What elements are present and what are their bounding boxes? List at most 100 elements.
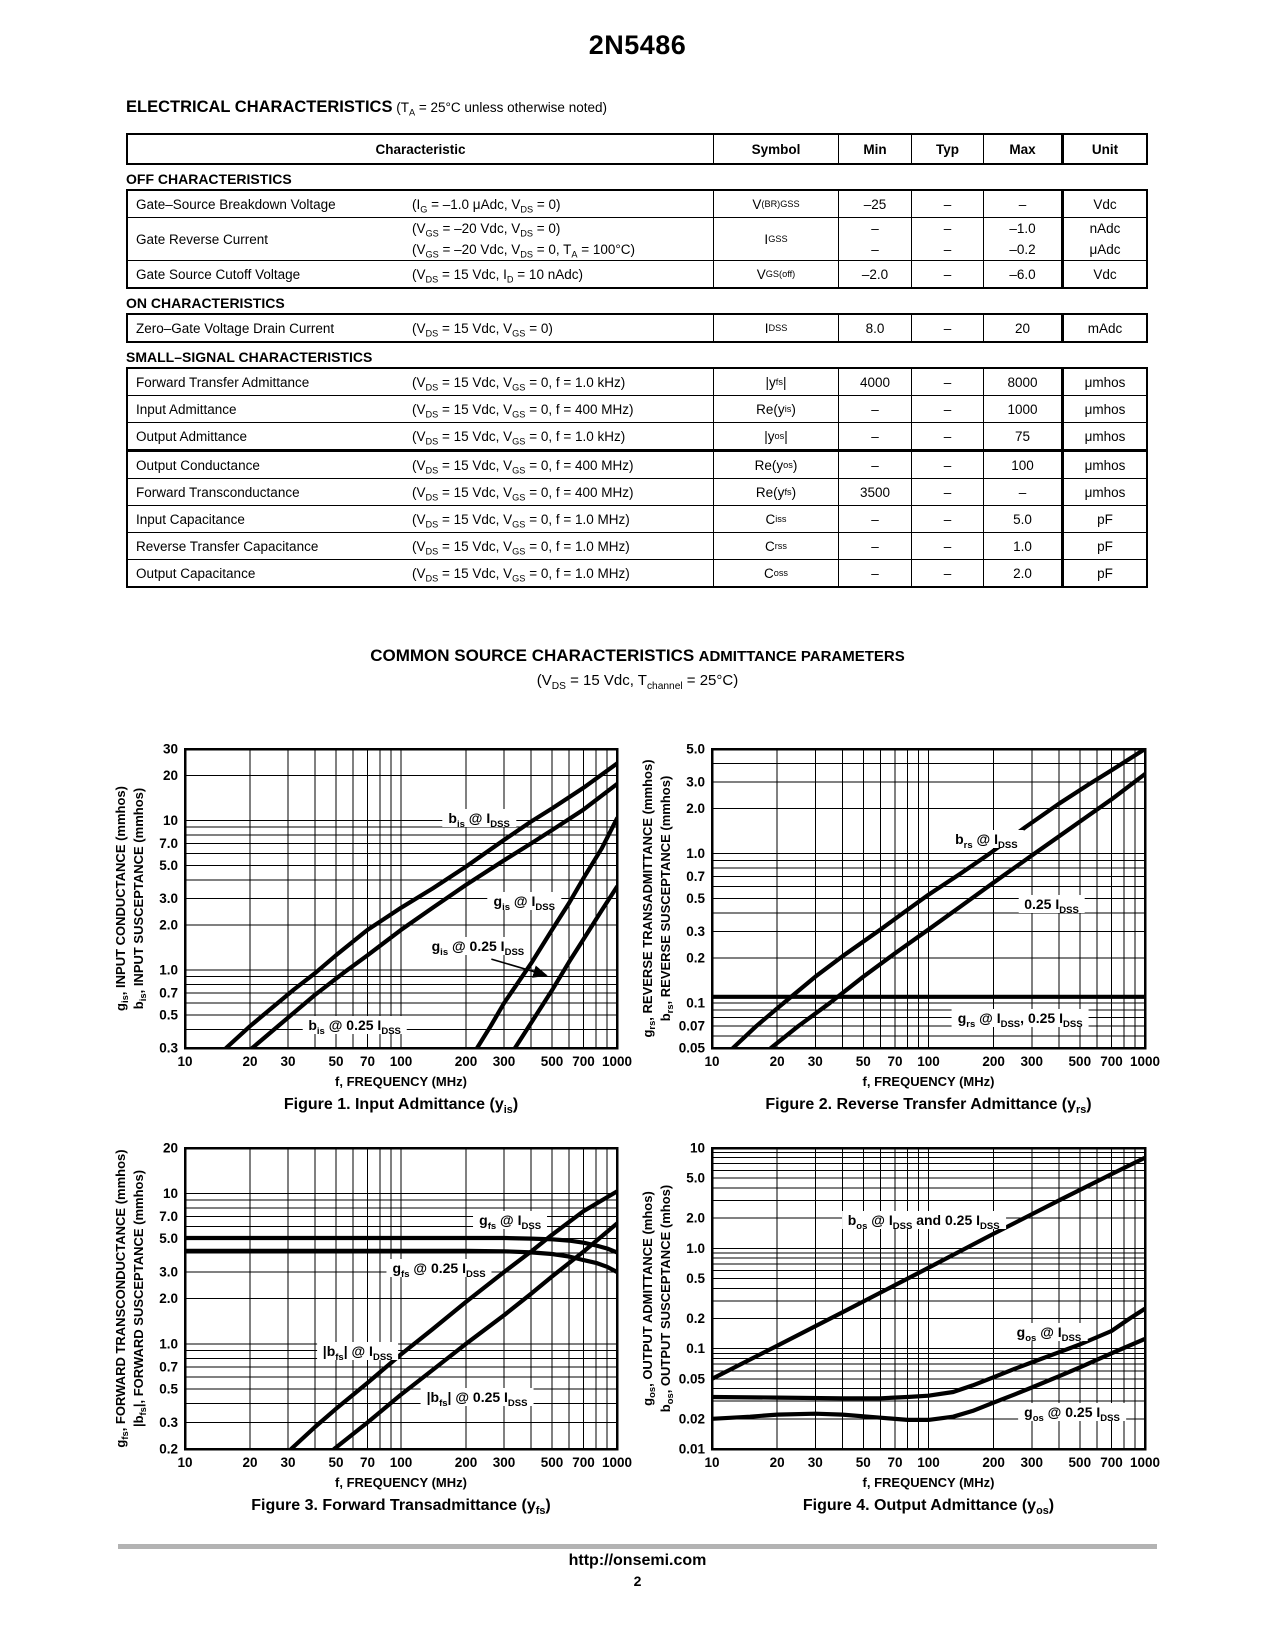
cell-symbol: I GSS <box>713 218 838 260</box>
cell-max-lines: 20 <box>1015 318 1030 339</box>
y-tick-label: 0.3 <box>159 1415 178 1430</box>
cell-typ: – <box>911 369 983 395</box>
table-row: Output Conductance (VDS = 15 Vdc, VGS = 0… <box>128 449 1146 478</box>
curve <box>224 761 618 1049</box>
x-tick-labels: 10 20 30 50 70 100 200 300 500 700 1000 <box>704 1455 1160 1470</box>
cell-max-lines: –6.0 <box>1009 264 1035 285</box>
cell-min: –2.0 <box>838 261 911 287</box>
cell-typ-value: – <box>943 428 952 444</box>
cell-conditions: (IG = –1.0 μAdc, VDS = 0) <box>412 191 713 217</box>
cell-max-lines: 100 <box>1011 455 1034 476</box>
cell-typ-lines: – <box>944 455 952 476</box>
cell-typ-value: – <box>943 484 952 500</box>
cell-characteristic: Input Capacitance <box>136 511 245 527</box>
x-tick-label: 10 <box>704 1455 719 1470</box>
x-tick-label: 30 <box>808 1455 823 1470</box>
cell-min-value: 4000 <box>859 374 891 390</box>
charts-title-sub: ADMITTANCE PARAMETERS <box>698 648 905 665</box>
cell-min: – <box>838 396 911 422</box>
cell-max-lines: 75 <box>1015 426 1030 447</box>
x-tick-label: 700 <box>572 1054 595 1069</box>
unit-value: pF <box>1097 511 1113 527</box>
figure-4: 10 20 30 50 70 100 200 300 500 700 1000 10 5.0 2.0 1.0… <box>640 1141 1160 1471</box>
cell-typ-lines: – – <box>944 218 952 260</box>
curve-label: gfs @ IDSS <box>473 1211 548 1232</box>
unit-value: μmhos <box>1084 401 1126 417</box>
condition-line: (VDS = 15 Vdc, VGS = 0) <box>412 320 553 339</box>
x-tick-labels: 10 20 30 50 70 100 200 300 500 700 1000 <box>177 1054 632 1069</box>
y-tick-labels: 20 10 7.0 5.0 3.0 2.0 1.0 0.7 0.5 0.3 0.2 <box>159 1141 178 1457</box>
cell-max: 5.0 <box>983 506 1061 532</box>
cell-characteristic: Output Capacitance <box>136 565 256 581</box>
condition-line: (VDS = 15 Vdc, ID = 10 nAdc) <box>412 266 583 285</box>
cell-typ: – – <box>911 218 983 260</box>
cell-min: – <box>838 452 911 478</box>
y-tick-label: 0.5 <box>686 891 705 906</box>
cell-max-lines: 8000 <box>1007 372 1037 393</box>
cell-max: –6.0 <box>983 261 1061 287</box>
cell-unit: μmhos <box>1061 369 1146 395</box>
x-tick-label: 10 <box>177 1455 192 1470</box>
y-tick-label: 0.7 <box>159 1360 178 1375</box>
cell-max: 100 <box>983 452 1061 478</box>
condition-line: (IG = –1.0 μAdc, VDS = 0) <box>412 196 561 215</box>
cell-max-value: 75 <box>1014 428 1031 444</box>
figure-caption: Figure 1. Input Admittance (yis) <box>283 1096 519 1117</box>
unit-value: pF <box>1097 538 1113 554</box>
y-tick-label: 10 <box>163 813 178 828</box>
cell-characteristic: Gate Source Cutoff Voltage <box>136 266 301 282</box>
y-tick-label: 1.0 <box>686 846 705 861</box>
y-tick-label: 30 <box>163 742 178 757</box>
x-tick-label: 100 <box>390 1054 413 1069</box>
x-tick-label: 30 <box>808 1054 823 1069</box>
axis-title-y: gfs, FORWARD TRANSCONDUCTANCE (mmhos) <box>113 1149 130 1447</box>
curve-label: gis @ 0.25 IDSS <box>425 936 531 957</box>
unit-lines: pF <box>1097 536 1113 557</box>
unit-value: μAdc <box>1089 242 1121 257</box>
cell-typ-value: – <box>943 565 952 581</box>
x-tick-labels: 10 20 30 50 70 100 200 300 500 700 1000 <box>704 1054 1160 1069</box>
x-tick-label: 20 <box>243 1455 258 1470</box>
table-section-label: SMALL–SIGNAL CHARACTERISTICS <box>126 349 373 365</box>
y-tick-label: 3.0 <box>159 891 178 906</box>
cell-max: 1.0 <box>983 533 1061 559</box>
cell-min-lines: – – <box>871 218 879 260</box>
x-tick-label: 50 <box>856 1054 871 1069</box>
cell-min-lines: – <box>871 509 879 530</box>
cell-unit: μmhos <box>1061 479 1146 505</box>
cell-max: 1000 <box>983 396 1061 422</box>
cell-typ: – <box>911 191 983 217</box>
page-number: 2 <box>633 1573 642 1589</box>
cell-min-lines: 3500 <box>860 482 890 503</box>
x-tick-label: 30 <box>281 1054 296 1069</box>
grid <box>184 1147 618 1450</box>
axis-title-y: brs, REVERSE SUSCEPTANCE (mmhos) <box>658 776 675 1022</box>
cell-typ-value: – <box>943 196 952 212</box>
curve-label: gos @ 0.25 IDSS <box>1018 1402 1126 1423</box>
curve <box>250 781 618 1049</box>
y-tick-label: 7.0 <box>159 836 178 851</box>
cell-typ-value: – <box>943 511 952 527</box>
curves <box>184 1189 618 1450</box>
x-tick-label: 1000 <box>1130 1455 1160 1470</box>
y-tick-label: 5.0 <box>686 742 705 757</box>
cell-unit: μmhos <box>1061 452 1146 478</box>
cell-conditions: (VDS = 15 Vdc, VGS = 0, f = 1.0 MHz) <box>412 560 713 586</box>
y-tick-label: 0.1 <box>686 995 705 1010</box>
cell-unit: Vdc <box>1061 261 1146 287</box>
cell-min: – <box>838 533 911 559</box>
y-tick-label: 1.0 <box>686 1241 705 1256</box>
cell-typ: – <box>911 315 983 341</box>
table-section-label: OFF CHARACTERISTICS <box>126 171 292 187</box>
condition-line: (VDS = 15 Vdc, VGS = 0, f = 1.0 MHz) <box>412 538 630 557</box>
unit-value: μmhos <box>1084 428 1126 444</box>
cell-min: 4000 <box>838 369 911 395</box>
cell-max: 2.0 <box>983 560 1061 586</box>
curve-label: bis @ IDSS <box>442 809 516 829</box>
figure-2: 10 20 30 50 70 100 200 300 500 700 1000 5.0 3.0 2.0 1.… <box>640 742 1160 1070</box>
condition-line: (VDS = 15 Vdc, VGS = 0, f = 400 MHz) <box>412 457 634 476</box>
table-row: Forward Transfer Admittance (VDS = 15 Vdc… <box>128 369 1146 395</box>
cell-max-lines: – <box>1019 194 1027 215</box>
